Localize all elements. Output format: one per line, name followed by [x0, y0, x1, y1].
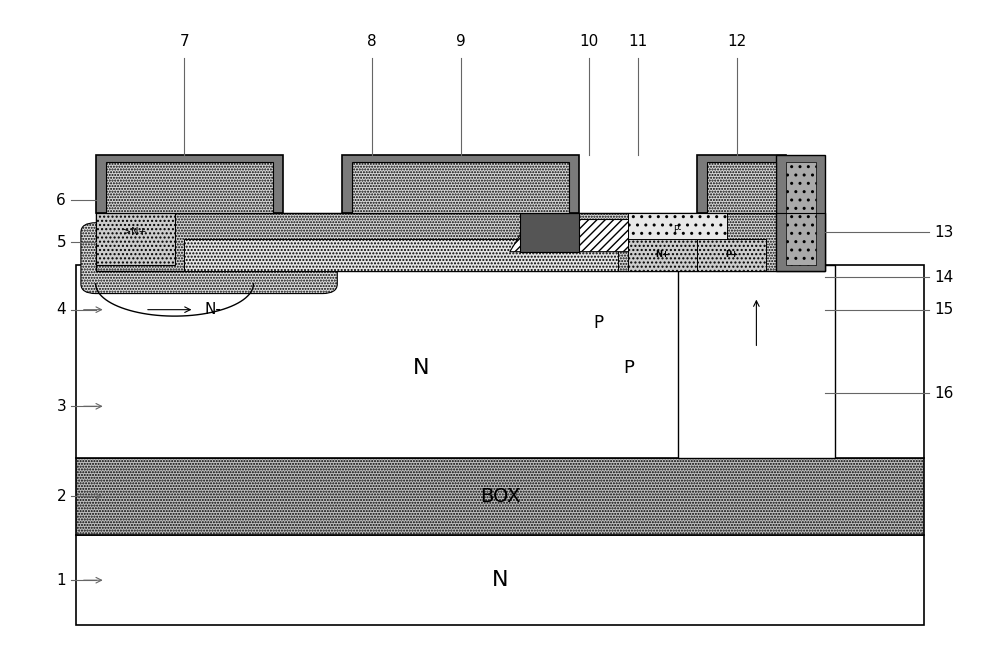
- Bar: [697, 239, 766, 271]
- Text: 7: 7: [180, 34, 189, 49]
- Bar: [628, 239, 697, 271]
- Text: 6: 6: [56, 193, 66, 208]
- Text: 13: 13: [934, 225, 953, 240]
- Bar: [184, 239, 618, 271]
- Bar: [707, 161, 776, 213]
- Text: 4: 4: [56, 302, 66, 317]
- Text: P: P: [594, 314, 604, 332]
- Bar: [96, 213, 825, 271]
- Bar: [342, 155, 579, 213]
- Text: 14: 14: [934, 270, 953, 285]
- Text: 16: 16: [934, 386, 953, 401]
- Bar: [352, 161, 569, 213]
- Bar: [776, 155, 825, 271]
- Text: 11: 11: [628, 34, 648, 49]
- Bar: [76, 535, 924, 625]
- FancyBboxPatch shape: [81, 222, 337, 293]
- Text: 5: 5: [56, 234, 66, 249]
- Polygon shape: [510, 220, 668, 252]
- Bar: [786, 161, 816, 265]
- Text: 3: 3: [56, 399, 66, 414]
- Bar: [678, 265, 835, 458]
- Bar: [628, 213, 727, 245]
- Bar: [697, 155, 786, 213]
- Text: P: P: [623, 359, 634, 376]
- Bar: [76, 458, 924, 535]
- Text: 9: 9: [456, 34, 465, 49]
- Text: 2: 2: [56, 489, 66, 504]
- Text: 15: 15: [934, 302, 953, 317]
- Bar: [96, 213, 175, 265]
- Bar: [520, 213, 579, 252]
- Text: N: N: [413, 358, 429, 378]
- Text: 12: 12: [727, 34, 746, 49]
- Text: P+: P+: [725, 251, 738, 259]
- Text: >N+: >N+: [123, 228, 147, 238]
- Text: P-: P-: [673, 224, 682, 234]
- Text: N-: N-: [204, 302, 221, 317]
- Bar: [76, 265, 924, 458]
- Text: N: N: [492, 570, 508, 590]
- Text: 8: 8: [367, 34, 377, 49]
- Text: BOX: BOX: [480, 487, 520, 506]
- Text: 10: 10: [579, 34, 598, 49]
- Text: 1: 1: [56, 572, 66, 588]
- Bar: [106, 161, 273, 213]
- Bar: [96, 155, 283, 213]
- Text: N+: N+: [656, 251, 670, 259]
